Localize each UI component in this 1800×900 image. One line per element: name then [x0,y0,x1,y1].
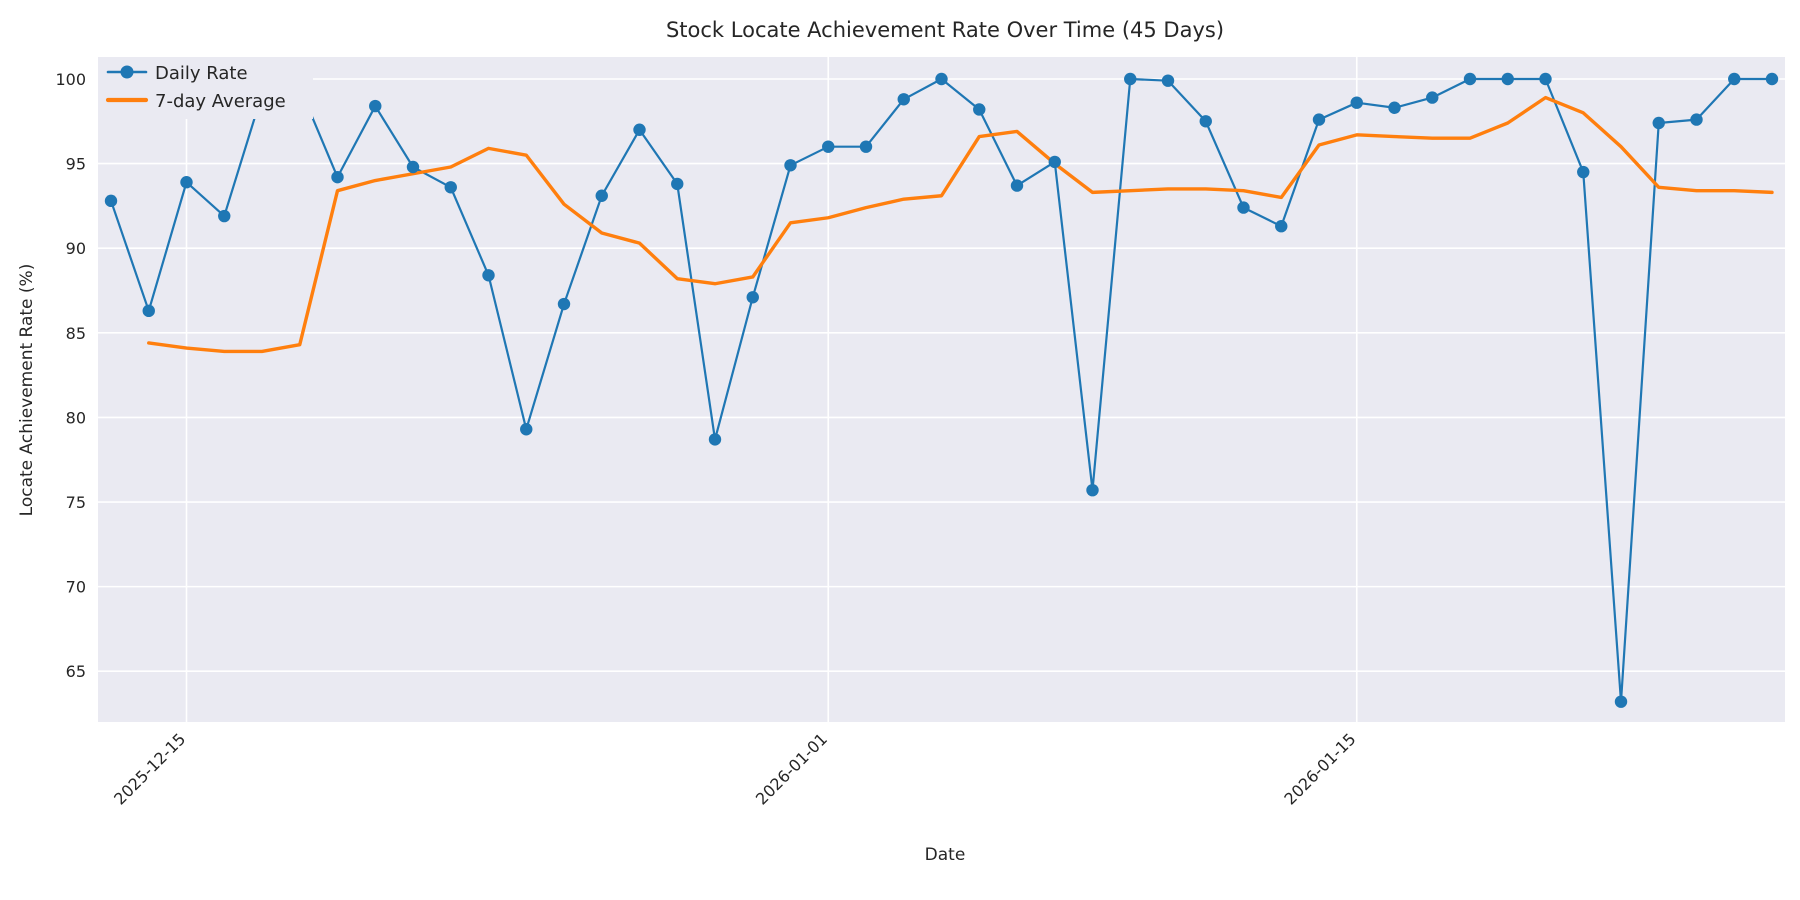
data-point-marker[interactable] [1161,74,1175,87]
data-point-marker[interactable] [180,176,193,189]
data-point-marker[interactable] [218,209,231,223]
data-point-marker[interactable] [1312,113,1326,126]
data-point-marker[interactable] [1048,155,1061,169]
data-point-marker[interactable] [482,269,495,282]
y-axis-tick-labels: 65 70 75 80 85 90 95 100 [55,70,86,681]
data-point-marker[interactable] [557,297,571,311]
data-point-marker[interactable] [1086,483,1099,497]
data-point-marker[interactable] [633,123,646,136]
legend-marker-daily-rate [120,65,134,79]
data-point-marker[interactable] [822,140,835,153]
data-point-marker[interactable] [595,189,608,202]
data-point-marker[interactable] [444,181,457,194]
data-point-marker[interactable] [1010,179,1024,192]
y-tick-label: 95 [66,155,86,174]
horizontal-gridlines [98,78,1785,673]
data-point-marker[interactable] [331,170,344,184]
data-point-marker[interactable] [104,194,118,208]
data-point-marker[interactable] [1350,96,1363,109]
data-point-marker[interactable] [746,291,759,304]
legend-item-seven-day-average[interactable]: 7-day Average [105,91,286,112]
data-point-marker[interactable] [1652,116,1665,130]
y-tick-label: 75 [66,493,86,512]
chart-title: Stock Locate Achievement Rate Over Time … [666,18,1224,42]
data-point-marker[interactable] [1728,72,1741,86]
data-point-marker[interactable] [1388,101,1401,114]
legend-label-daily-rate: Daily Rate [155,63,248,84]
data-point-marker[interactable] [406,160,420,174]
data-point-marker[interactable] [1765,72,1779,86]
x-axis-label: Date [925,845,966,865]
series-line-seven-day-average [147,95,1774,354]
vertical-gridlines [185,57,1358,722]
data-point-marker[interactable] [935,72,948,86]
data-point-marker[interactable] [1275,220,1288,233]
data-point-marker[interactable] [1463,72,1477,86]
y-tick-label: 100 [55,70,86,89]
y-tick-label: 85 [66,324,86,343]
data-point-marker[interactable] [1426,91,1439,104]
data-point-marker[interactable] [708,433,722,446]
data-point-marker[interactable] [1577,165,1590,179]
data-point-marker[interactable] [784,159,797,172]
data-point-marker[interactable] [369,99,382,113]
data-point-marker[interactable] [520,423,533,436]
y-tick-label: 65 [66,662,86,681]
data-point-marker[interactable] [1237,201,1250,214]
legend-label-seven-day-average: 7-day Average [155,91,286,112]
data-point-marker[interactable] [1199,115,1212,128]
y-axis-label: Locate Achievement Rate (%) [17,264,37,517]
y-tick-label: 70 [66,578,86,597]
legend-item-daily-rate[interactable]: Daily Rate [106,63,248,84]
data-point-marker[interactable] [973,103,986,116]
data-point-marker[interactable] [142,304,155,318]
plot-area-background [98,57,1785,722]
data-point-marker[interactable] [1539,72,1552,86]
data-point-marker[interactable] [671,177,684,191]
data-point-marker[interactable] [1690,113,1703,126]
data-point-marker[interactable] [1614,695,1628,708]
data-point-marker[interactable] [1501,72,1514,86]
y-tick-label: 80 [66,408,86,427]
data-point-marker[interactable] [859,140,873,153]
data-point-marker[interactable] [897,93,910,106]
chart-legend: Daily Rate 7-day Average [98,57,313,119]
y-tick-label: 90 [66,239,86,258]
data-point-marker[interactable] [1124,72,1137,86]
legend-background [98,57,313,119]
